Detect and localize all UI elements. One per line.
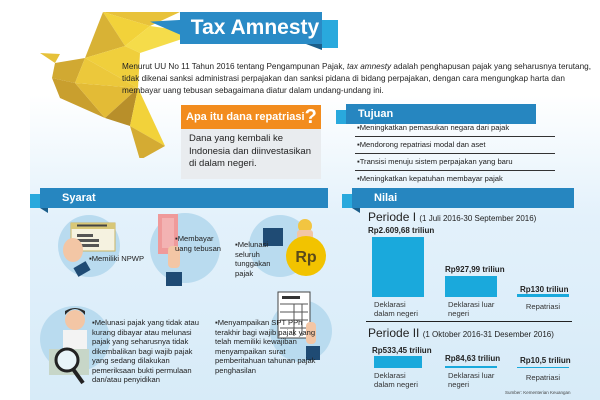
magnifier-money-icon xyxy=(49,308,89,385)
syarat-item-2: ▪Membayar uang tebusan xyxy=(175,234,222,253)
p2-luar-label: Deklarasi luar negeri xyxy=(448,371,495,389)
p2-repatriasi-label: Repatriasi xyxy=(525,373,561,382)
p1-repatriasi-value: Rp130 triliun xyxy=(520,285,569,294)
p1-luar-label: Deklarasi luar negeri xyxy=(448,300,495,318)
p2-luar-value: Rp84,63 triliun xyxy=(445,354,501,363)
p2-dalam-value: Rp533,45 triliun xyxy=(372,346,432,355)
p1-luar-value: Rp927,99 triliun xyxy=(445,265,505,274)
tujuan-tab xyxy=(336,110,348,124)
nilai-tab xyxy=(342,194,354,208)
p1-dalam-value: Rp2.609,68 triliun xyxy=(368,226,435,235)
p1-luar-bar xyxy=(445,276,497,297)
syarat-item-5: ▪Menyampaikan SPT PPh terakhir bagi waji… xyxy=(215,318,316,375)
tujuan-heading: Tujuan xyxy=(346,104,536,124)
periode-1-title: Periode I (1 Juli 2016-30 September 2016… xyxy=(368,210,537,224)
p2-luar-bar xyxy=(445,366,497,368)
page-title: Tax Amnesty xyxy=(190,16,320,39)
npwp-card-icon xyxy=(63,222,116,277)
payment-receipt-icon xyxy=(158,214,182,286)
syarat-item-4: ▪Melunasi pajak yang tidak atau kurang d… xyxy=(92,318,199,384)
rupiah-money-bag-icon: Rp xyxy=(263,219,326,276)
tujuan-item: ▪Meningkatkan kepatuhan membayar pajak xyxy=(357,174,503,183)
p2-repatriasi-bar xyxy=(517,367,569,368)
title-banner-tab xyxy=(322,20,338,48)
tujuan-item: ▪Meningkatkan pemasukan negara dari paja… xyxy=(355,120,555,137)
p1-dalam-bar xyxy=(372,237,424,297)
tax-form-icon xyxy=(277,291,320,360)
tujuan-item: ▪Mendorong repatriasi modal dan aset xyxy=(355,137,555,154)
tujuan-item: ▪Transisi menuju sistem perpajakan yang … xyxy=(355,154,555,171)
p2-repatriasi-value: Rp10,5 triliun xyxy=(520,356,571,365)
svg-text:Rp: Rp xyxy=(295,249,317,266)
periode-2-title: Periode II (1 Oktober 2016-31 Desember 2… xyxy=(368,326,554,340)
syarat-tab xyxy=(30,194,42,208)
tujuan-list: ▪Meningkatkan pemasukan negara dari paja… xyxy=(355,120,555,188)
nilai-heading: Nilai xyxy=(352,188,574,208)
syarat-item-1: ▪Memiliki NPWP xyxy=(89,254,145,263)
intro-paragraph: Menurut UU No 11 Tahun 2016 tentang Peng… xyxy=(122,62,591,95)
nilai-fold xyxy=(352,208,360,213)
p2-dalam-label: Deklarasi dalam negeri xyxy=(374,371,418,389)
source-credit: Sumber: Kementerian Keuangan xyxy=(505,390,571,395)
p1-repatriasi-label: Repatriasi xyxy=(525,302,561,311)
repatriasi-definition: Dana yang kembali ke Indonesia dan diinv… xyxy=(181,129,321,179)
p2-dalam-bar xyxy=(374,356,422,368)
p1-dalam-label: Deklarasi dalam negeri xyxy=(374,300,418,318)
periode-divider xyxy=(366,321,572,322)
title-banner xyxy=(180,12,322,44)
syarat-item-3: ▪Melunasi seluruh tunggakan pajak xyxy=(235,240,271,278)
question-mark-icon: ? xyxy=(304,106,317,128)
repatriasi-heading: Apa itu dana repatriasi? xyxy=(181,105,321,129)
syarat-fold xyxy=(40,208,48,213)
p1-repatriasi-bar xyxy=(517,294,569,297)
title-banner-fold xyxy=(306,44,322,50)
syarat-heading: Syarat xyxy=(40,188,328,208)
